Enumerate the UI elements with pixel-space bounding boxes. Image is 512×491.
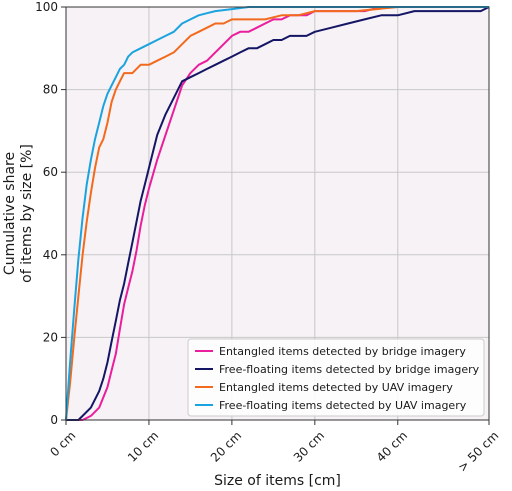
y-tick-label-1: 20 [43,330,58,344]
x-tick-label-0: 0 cm [47,428,78,459]
legend-label-0: Entangled items detected by bridge image… [219,345,466,358]
y-tick-label-4: 80 [43,83,58,97]
x-axis-ticks: 0 cm 10 cm 20 cm 30 cm 40 cm > 50 cm [47,420,501,475]
legend-label-2: Entangled items detected by UAV imagery [219,381,453,394]
x-tick-label-4: 40 cm [374,428,410,464]
legend-label-1: Free-floating items detected by bridge i… [219,363,480,376]
series-line-3 [65,6,489,421]
y-tick-label-5: 100 [35,0,58,14]
series-line-1 [66,6,490,421]
y-axis-label: Cumulative share of items by size [%] [2,144,35,283]
legend-label-3: Free-floating items detected by UAV imag… [219,399,467,412]
y-tick-label-2: 40 [43,248,58,262]
y-axis-label-line-2: of items by size [%] [19,144,35,283]
x-tick-label-3: 30 cm [291,428,327,464]
y-tick-label-0: 0 [50,413,58,427]
plot-frame [65,6,490,421]
x-tick-label-2: 20 cm [208,428,244,464]
y-axis-label-line-1: Cumulative share [2,152,18,275]
series-line-2 [65,6,489,421]
y-axis-ticks: 0 20 40 60 80 100 [35,0,66,427]
x-tick-label-5: > 50 cm [455,428,501,474]
series-lines [65,6,490,421]
x-axis-label: Size of items [cm] [214,473,341,489]
x-tick-label-1: 10 cm [125,428,161,464]
legend: Entangled items detected by bridge image… [187,338,485,417]
y-tick-label-3: 60 [43,165,58,179]
legend-box [187,338,485,417]
